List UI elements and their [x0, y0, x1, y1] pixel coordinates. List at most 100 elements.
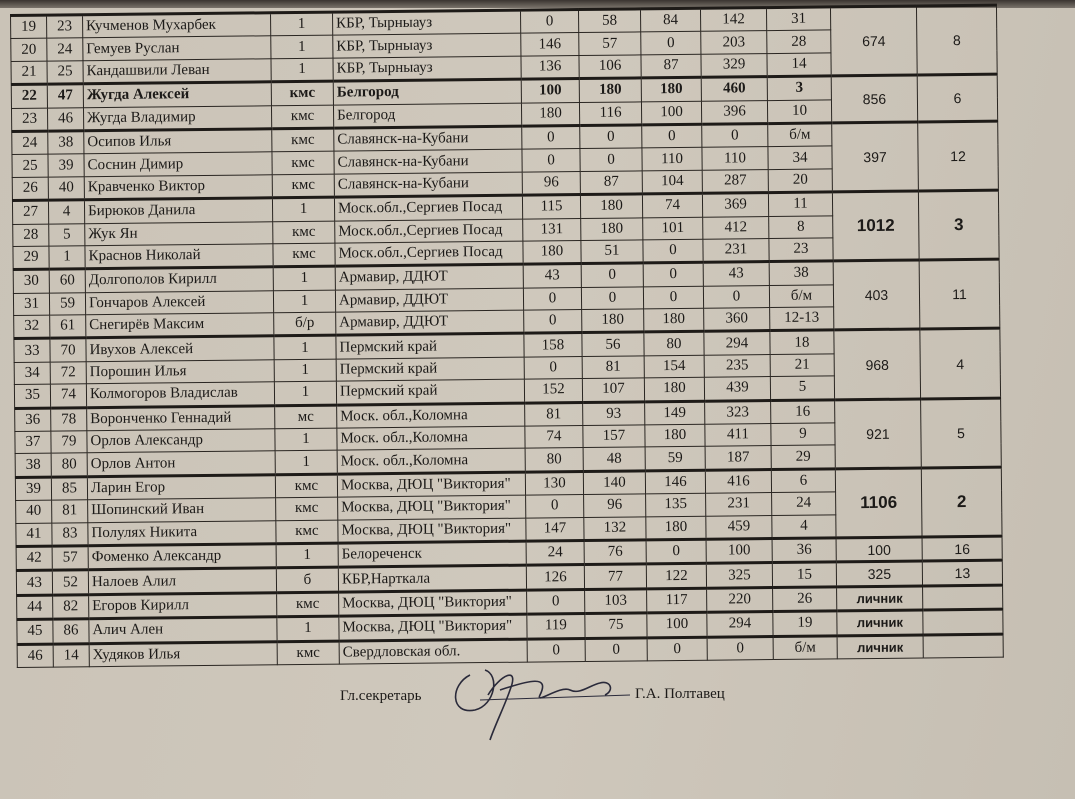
score-3: 180	[645, 515, 707, 540]
team-total: 674	[830, 6, 918, 77]
score-3: 101	[642, 216, 703, 240]
total-score: 0	[701, 123, 768, 148]
score-1: 24	[526, 540, 585, 566]
row-number: 28	[12, 223, 49, 247]
score-1: 100	[521, 78, 580, 103]
score-1: 80	[525, 447, 584, 472]
team-total: личник	[837, 634, 924, 659]
total-score: 0	[707, 636, 774, 661]
place: 10	[767, 99, 832, 124]
region: Моск.обл.,Сергиев Посад	[334, 241, 524, 267]
total-score: 369	[702, 192, 769, 217]
region: Москва, ДЮЦ "Виктория"	[337, 471, 526, 498]
bib-number: 70	[49, 338, 87, 362]
athlete-name: Полулях Никита	[87, 520, 277, 546]
team-total: 1106	[835, 467, 923, 538]
region: Моск. обл.,Коломна	[337, 448, 526, 474]
rank: 1	[275, 450, 338, 475]
total-score: 294	[703, 331, 771, 356]
score-3: 0	[643, 262, 704, 287]
score-3: 110	[641, 147, 703, 171]
row-number: 19	[10, 15, 47, 39]
bib-number: 52	[52, 570, 89, 595]
place: 11	[768, 192, 833, 217]
athlete-name: Ларин Егор	[87, 474, 276, 500]
score-2: 48	[583, 447, 646, 472]
athlete-name: Жук Ян	[84, 221, 273, 246]
rank: 1	[273, 335, 337, 360]
region: Москва, ДЮЦ "Виктория"	[338, 614, 528, 641]
score-2: 75	[584, 613, 648, 639]
bib-number: 46	[47, 107, 84, 132]
rank: мс	[274, 404, 337, 429]
team-place: 2	[921, 466, 1003, 537]
bib-number: 83	[51, 522, 89, 547]
total-score: 187	[705, 445, 772, 471]
bib-number: 38	[47, 130, 84, 155]
score-1: 126	[526, 564, 585, 590]
score-3: 180	[641, 77, 702, 102]
total-score: 294	[706, 611, 774, 637]
region: КБР, Тырныауз	[332, 33, 521, 58]
athlete-name: Снегирёв Максим	[85, 312, 274, 339]
rank: б	[276, 567, 339, 593]
rank: 1	[272, 197, 335, 222]
score-2: 180	[580, 217, 643, 241]
athlete-name: Шопинский Иван	[87, 497, 276, 523]
score-2: 87	[580, 170, 643, 195]
team-place: 16	[922, 536, 1003, 562]
team-total: 100	[836, 536, 923, 563]
bib-number: 59	[49, 292, 86, 316]
region: Москва, ДЮЦ "Виктория"	[338, 589, 527, 617]
signature	[454, 669, 631, 741]
athlete-name: Жугда Алексей	[83, 81, 272, 108]
rank: кмс	[271, 81, 334, 106]
score-3: 80	[643, 331, 705, 356]
athlete-name: Кравченко Виктор	[84, 174, 273, 200]
score-3: 180	[644, 377, 705, 402]
athlete-name: Ивухов Алексей	[85, 336, 275, 362]
rank: 1	[273, 289, 336, 313]
row-number: 39	[15, 476, 52, 501]
score-1: 0	[524, 356, 583, 380]
place: 24	[771, 492, 836, 516]
score-1: 130	[525, 471, 584, 496]
athlete-name: Жугда Владимир	[83, 105, 272, 131]
row-number: 27	[12, 200, 49, 224]
score-3: 180	[643, 308, 704, 333]
bib-number: 72	[50, 361, 87, 385]
place: 4	[771, 514, 837, 539]
place: б/м	[769, 284, 834, 308]
bib-number: 74	[50, 383, 87, 408]
score-2: 157	[582, 424, 646, 448]
team-total: 397	[831, 121, 919, 193]
bib-number: 23	[46, 14, 83, 39]
row-number: 37	[14, 431, 52, 454]
score-3: 74	[642, 193, 703, 218]
bib-number: 81	[51, 499, 88, 523]
region: Моск.обл.,Сергиев Посад	[334, 218, 523, 244]
athlete-name: Худяков Илья	[89, 641, 278, 667]
score-3: 0	[641, 124, 702, 149]
score-1: 152	[524, 378, 583, 403]
row-number: 21	[10, 60, 48, 85]
place: б/м	[773, 635, 838, 660]
region: Армавир, ДДЮТ	[335, 287, 524, 313]
bib-number: 47	[47, 83, 84, 108]
athlete-name: Осипов Илья	[83, 128, 272, 155]
row-number: 36	[14, 407, 51, 432]
bib-number: 5	[48, 223, 85, 247]
row-number: 34	[14, 361, 51, 385]
total-score: 110	[701, 146, 769, 170]
photo-edge	[0, 0, 1075, 10]
place: 19	[772, 611, 838, 637]
score-1: 74	[524, 425, 584, 449]
athlete-name: Орлов Александр	[86, 428, 276, 454]
score-1: 0	[525, 494, 584, 518]
score-3: 84	[640, 8, 701, 33]
row-number: 24	[11, 131, 48, 155]
rank: 1	[270, 57, 334, 82]
score-1: 0	[521, 125, 580, 150]
bib-number: 80	[51, 453, 88, 477]
score-2: 93	[582, 401, 645, 426]
